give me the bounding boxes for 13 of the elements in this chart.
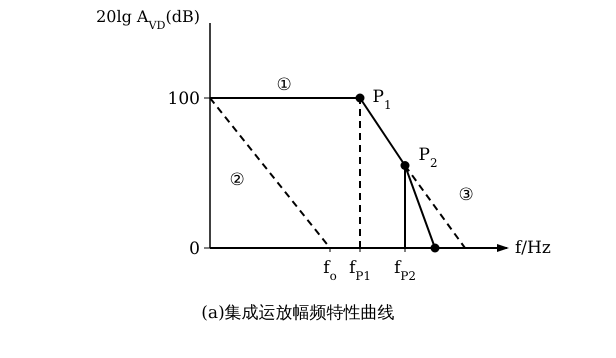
annotation: P$_{2}$ [418,145,438,170]
xlabel: f/Hz [515,238,551,258]
xtick: f$_{P2}$ [394,258,416,283]
annotation: P$_{1}$ [372,87,392,112]
annotation: ② [230,170,244,190]
xtick: f$_{P1}$ [349,258,371,283]
annotation: ① [276,75,292,95]
annotation: ③ [458,185,474,205]
ylabel: 20lg A$_{VD}$(dB) [96,7,200,32]
xtick: f$_{o}$ [323,258,337,283]
ytick: 0 [189,239,200,259]
annotation: (a)集成运放幅频特性曲线 [201,303,395,323]
ytick: 100 [168,89,200,109]
